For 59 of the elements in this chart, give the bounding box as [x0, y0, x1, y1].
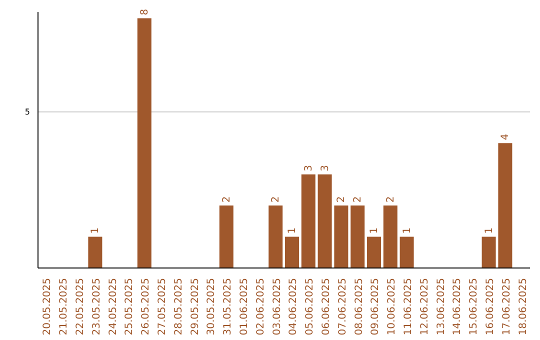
x-tick-label: 30.05.2025 [206, 278, 218, 336]
x-tick-label: 26.05.2025 [140, 278, 152, 336]
x-tick-label: 12.06.2025 [419, 278, 430, 336]
bar [350, 206, 365, 268]
data-label: 1 [287, 227, 298, 234]
x-tick-label: 27.05.2025 [157, 278, 168, 336]
x-tick-label: 16.06.2025 [485, 278, 496, 336]
y-tick-label: 5 [24, 108, 30, 117]
bar [137, 18, 152, 268]
x-tick-label: 17.06.2025 [501, 278, 512, 336]
bar [367, 236, 381, 268]
bar [498, 143, 512, 268]
data-label: 8 [139, 8, 150, 16]
bar [334, 206, 348, 268]
bar [285, 236, 299, 268]
x-tick-label: 28.05.2025 [173, 278, 184, 336]
x-tick-label: 02.06.2025 [255, 278, 266, 336]
x-tick-label: 04.06.2025 [288, 278, 300, 336]
data-label: 2 [352, 196, 364, 203]
x-tick-label: 09.06.2025 [370, 278, 382, 336]
x-tick-label: 20.05.2025 [42, 278, 54, 336]
bar [318, 174, 332, 268]
x-tick-label: 03.06.2025 [272, 278, 283, 336]
data-label: 2 [221, 196, 232, 203]
x-tick-label: 29.05.2025 [190, 278, 201, 336]
bar [219, 206, 234, 268]
data-label: 2 [385, 196, 396, 203]
x-tick-label: 08.06.2025 [354, 278, 365, 336]
data-label: 3 [320, 164, 331, 172]
x-tick-label: 11.06.2025 [403, 278, 414, 336]
bar [268, 206, 283, 268]
data-label: 2 [336, 196, 348, 203]
bar [383, 206, 398, 268]
x-tick-label: 15.06.2025 [468, 278, 480, 336]
data-label: 2 [270, 196, 282, 203]
data-label: 1 [369, 227, 380, 234]
x-tick-label: 13.06.2025 [436, 278, 447, 336]
data-label: 4 [500, 134, 512, 140]
x-tick-label: 01.06.2025 [239, 278, 250, 336]
x-tick-label: 06.06.2025 [321, 278, 332, 336]
x-tick-label: 10.06.2025 [386, 278, 398, 336]
bar [400, 236, 414, 268]
x-tick-label: 24.05.2025 [108, 278, 119, 336]
data-label: 3 [303, 164, 314, 172]
x-tick-label: 21.05.2025 [58, 278, 70, 336]
x-tick-label: 25.05.2025 [124, 278, 136, 336]
x-tick-label: 18.06.2025 [518, 278, 529, 336]
x-tick-label: 07.06.2025 [337, 278, 348, 336]
data-label: 1 [484, 227, 495, 234]
data-label: 1 [90, 227, 102, 234]
bar [88, 236, 102, 268]
x-tick-label: 05.06.2025 [304, 278, 316, 336]
bar [301, 174, 316, 268]
x-tick-label: 22.05.2025 [75, 278, 86, 336]
x-tick-label: 23.05.2025 [91, 278, 102, 336]
x-tick-label: 31.05.2025 [222, 278, 234, 336]
data-label: 1 [402, 227, 413, 234]
x-tick-label: 14.06.2025 [452, 278, 464, 336]
bar [482, 236, 496, 268]
